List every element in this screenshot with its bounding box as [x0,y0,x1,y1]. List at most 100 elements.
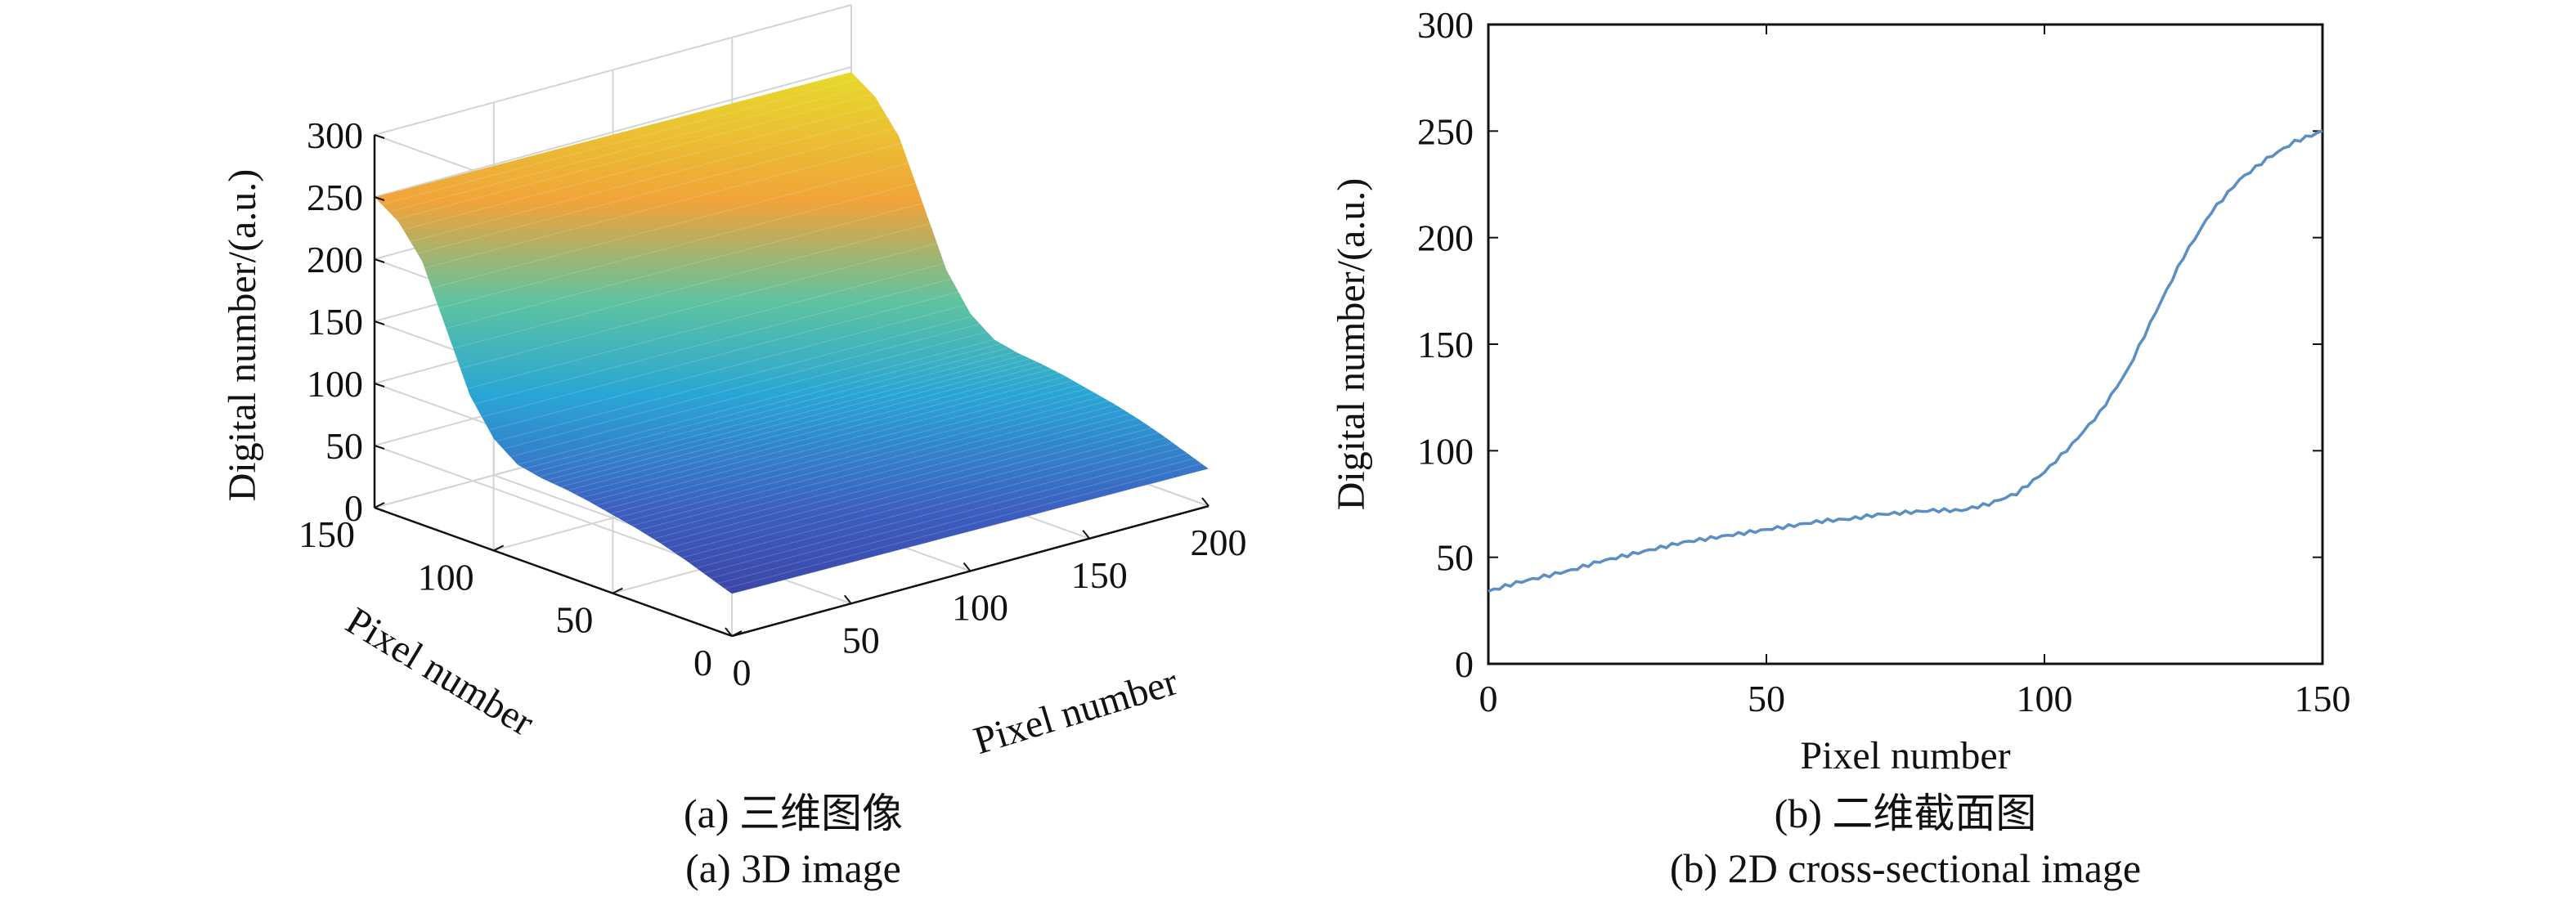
tick-marks [1488,24,2323,665]
z-tick-mark [374,445,385,450]
surface-mesh-line [674,427,1152,553]
y-tick-label: 0 [693,642,712,683]
surface-mesh-line [524,343,1002,469]
surface-mesh-line [725,463,1202,589]
tick-labels-3d: 0 50 100 150 200 250 300 0 50 100 150 200 0 50 100 150 [298,114,1247,693]
wall-grid-line [374,445,733,575]
surface-mesh-line [574,368,1052,495]
surface-mesh-line [517,338,994,465]
x-tick-mark [1082,530,1091,540]
surface-mesh-line [653,413,1131,540]
x-tick-label: 100 [952,587,1008,629]
surface-mesh-line [589,375,1066,502]
surface [374,71,1209,594]
surface-mesh-line [509,331,988,458]
surface-mesh-line [396,93,873,220]
surface-mesh-line [438,182,916,309]
panel-3d-surface: 0 50 100 150 200 250 300 0 50 100 150 200 0 50 100 150 … [221,4,1247,891]
y-tick-mark [374,502,385,509]
surface-mesh-line [667,422,1145,549]
z-tick-mark [374,134,385,139]
z-tick-mark [374,320,385,325]
z-tick-label: 300 [307,114,363,156]
surface-mesh-line [624,396,1102,522]
y-tick-label: 0 [1455,643,1474,685]
surface-mesh-line [488,304,966,431]
y-tick-label: 250 [1417,110,1474,152]
surface-mesh-line [374,71,852,198]
surface-mesh-line [474,278,952,405]
caption-a-cn: (a) 三维图像 [684,791,903,836]
surface-mesh-line [452,222,931,349]
y-tick-label: 300 [1417,4,1474,46]
z-tick-label: 50 [325,425,363,467]
surface-mesh-line [645,409,1124,535]
z-tick-label: 250 [307,177,363,218]
x-tick-label: 50 [1748,678,1785,719]
surface-mesh-line [446,203,923,329]
y-tick-label: 150 [1417,324,1474,365]
surface-mesh-line [702,447,1181,574]
y-tick-label: 200 [1417,217,1474,259]
surface-mesh-line [496,316,973,442]
y-axis-line [374,506,733,638]
surface-mesh-line [689,437,1166,563]
surface-mesh-line [603,383,1080,510]
y-tick-mark [731,630,743,637]
surface-mesh-line [545,355,1023,482]
line-plot: 0 50 100 150 0 50 100 150 200 250 300 Pixel number… [1330,4,2351,777]
y-axis-label: Pixel number [339,599,541,745]
surface-mesh-line [417,128,895,254]
surface-mesh-line [532,347,1009,473]
caption-b-en: (b) 2D cross-sectional image [1669,845,2142,891]
surface-mesh-line [681,432,1159,558]
x-tick-mark [963,562,972,572]
surface-mesh-line [410,115,887,243]
surface-mesh-line [388,86,866,213]
y-tick-label: 100 [1417,430,1474,472]
caption-a-en: (a) 3D image [685,845,901,891]
y-tick-mark [493,544,505,552]
surface-mesh-line [610,388,1088,514]
surface-mesh-line [595,379,1074,506]
caption-b-cn: (b) 二维截面图 [1774,791,2037,836]
x-axis-label: Pixel number [969,660,1183,763]
x-tick-label: 0 [733,652,752,693]
surface-plot: 050100150200250300050100150200050100150 … [221,4,1247,763]
x-tick-label: 150 [1071,554,1128,596]
surface-mesh-line [538,351,1016,477]
surface-mesh-line [481,291,959,418]
surface-mesh-line [581,372,1059,499]
surface-mesh-line [731,468,1209,594]
surface-mesh-line [381,78,859,205]
surface-mesh-line [424,142,902,269]
surface-mesh-line [660,418,1138,544]
z-tick-label: 150 [307,301,363,343]
z-tick-label: 0 [344,487,363,529]
surface-mesh-line [617,392,1095,518]
z-axis-label: Digital number/(a.u.) [221,169,264,502]
y-axis-label: Digital number/(a.u.) [1330,178,1373,511]
surface-mesh-line [560,361,1038,488]
x-tick-label: 50 [842,619,880,661]
surface-mesh-line [631,400,1109,526]
surface-mesh-line [639,404,1116,531]
y-tick-label: 50 [1436,537,1474,579]
surface-mesh-line [467,262,945,389]
x-tick-mark [725,627,733,637]
x-tick-label: 150 [2295,678,2351,719]
surface-mesh-line [431,162,909,289]
y-tick-mark [612,587,623,594]
plot-frame [1487,23,2324,665]
surface-mesh [375,72,1209,594]
x-tick-label: 100 [2017,678,2073,719]
z-tick-label: 100 [307,363,363,405]
surface-mesh-line [710,452,1187,579]
z-tick-mark [374,196,385,201]
surface-mesh-line [402,104,881,231]
x-tick-mark [1201,497,1209,507]
z-tick-mark [374,258,385,263]
surface-mesh-line [503,323,981,450]
x-axis-label: Pixel number [1800,734,2010,777]
data-line [1488,129,2323,594]
